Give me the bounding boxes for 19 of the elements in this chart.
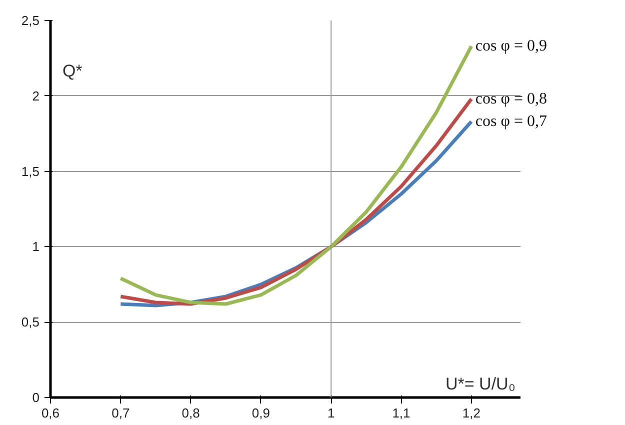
y-tick-label: 0: [32, 390, 40, 405]
y-tick-label: 1: [32, 239, 40, 254]
x-tick-label: 1,1: [392, 406, 410, 420]
x-tick-label: 1,2: [462, 406, 480, 420]
line-series: [118, 44, 474, 306]
x-tick-label: 1: [327, 406, 335, 420]
y-tick-label: 1,5: [21, 164, 40, 179]
x-tick-label: 0,7: [112, 406, 130, 420]
series-label: cos φ = 0,7: [475, 113, 547, 130]
series-label: cos φ = 0,9: [475, 38, 547, 55]
x-tick-label: 0,6: [41, 406, 60, 420]
y-axis-title: Q*: [62, 62, 83, 80]
x-tick-label: 0,8: [182, 406, 200, 420]
x-axis-title: U*= U/U₀: [446, 374, 516, 394]
y-tick-label: 2,5: [21, 13, 40, 28]
y-tick-label: 0,5: [21, 314, 40, 330]
x-tick-label: 0,9: [252, 406, 270, 420]
y-tick-label: 2: [32, 88, 40, 104]
series-label: cos φ = 0,8: [475, 90, 547, 108]
